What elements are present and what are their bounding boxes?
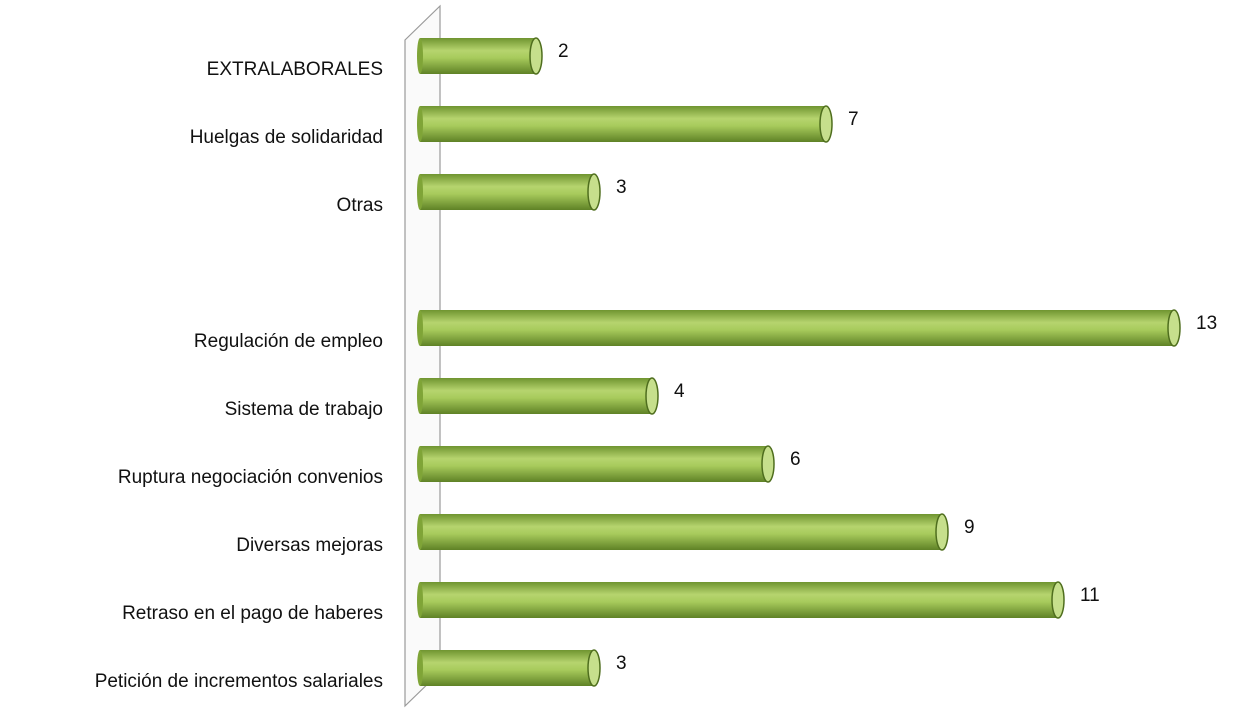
bar-start — [417, 106, 423, 142]
data-label: 3 — [616, 177, 627, 198]
bar — [420, 514, 942, 550]
category-label: Ruptura negociación convenios — [118, 467, 383, 488]
bar-end — [819, 105, 833, 143]
bar-start — [417, 446, 423, 482]
bar-end — [935, 513, 949, 551]
category-label: Huelgas de solidaridad — [190, 127, 383, 148]
bar-start — [417, 310, 423, 346]
data-label: 4 — [674, 381, 685, 402]
bar-end — [587, 173, 601, 211]
data-label: 7 — [848, 109, 859, 130]
data-label: 6 — [790, 449, 801, 470]
bar-end — [645, 377, 659, 415]
category-label: Sistema de trabajo — [225, 399, 383, 420]
bar — [420, 378, 652, 414]
bar — [420, 310, 1174, 346]
bar — [420, 106, 826, 142]
data-label: 13 — [1196, 313, 1217, 334]
data-label: 9 — [964, 517, 975, 538]
category-label: Diversas mejoras — [236, 535, 383, 556]
category-label: Otras — [337, 195, 383, 216]
bar — [420, 582, 1058, 618]
bar-start — [417, 650, 423, 686]
bar-start — [417, 582, 423, 618]
bar-end — [529, 37, 543, 75]
bar — [420, 650, 594, 686]
data-label: 11 — [1080, 585, 1100, 606]
bar — [420, 446, 768, 482]
bar-start — [417, 174, 423, 210]
bar — [420, 174, 594, 210]
bar-end — [587, 649, 601, 687]
category-label: Petición de incrementos salariales — [95, 671, 383, 692]
bar — [420, 38, 536, 74]
bar-start — [417, 514, 423, 550]
category-label: Regulación de empleo — [194, 331, 383, 352]
category-label: Retraso en el pago de haberes — [122, 603, 383, 624]
bar-start — [417, 38, 423, 74]
bar-end — [1167, 309, 1181, 347]
bar-end — [1051, 581, 1065, 619]
data-label: 2 — [558, 41, 569, 62]
bar-start — [417, 378, 423, 414]
data-label: 3 — [616, 653, 627, 674]
category-label: EXTRALABORALES — [207, 59, 383, 80]
bar-end — [761, 445, 775, 483]
